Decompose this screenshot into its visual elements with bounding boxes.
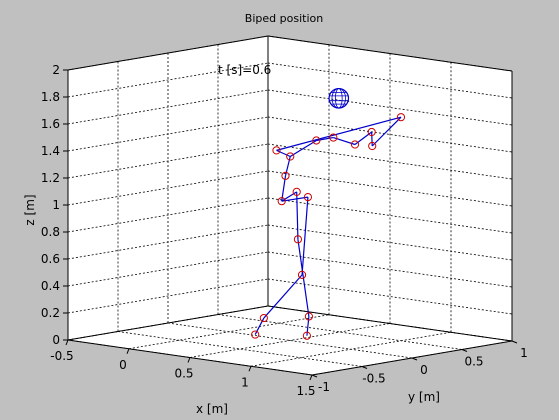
biped-bone	[289, 139, 317, 158]
biped-bone	[263, 274, 303, 319]
x-tick-mark	[65, 339, 69, 346]
grid-line-wall-z	[267, 62, 513, 99]
y-tick-mark	[411, 357, 418, 361]
biped-bone	[276, 149, 291, 158]
biped-bone	[281, 175, 287, 202]
biped-joint-marker	[293, 235, 303, 244]
grid-line-wall-z	[267, 170, 513, 207]
z-tick-label: 1	[52, 198, 60, 212]
y-tick-label: 0.5	[464, 355, 483, 369]
biped-joint-marker	[292, 187, 301, 196]
axis-box-edge	[267, 35, 513, 72]
tick-layer: -0.5 0 0.5 1 1.5 -1 -0.5 0 0.5 1 0 0.2 0.4 0.6 0.8 1 1.2…	[41, 63, 528, 398]
z-tick-label: 1.4	[41, 144, 60, 158]
biped-joint-marker	[350, 140, 360, 149]
grid-line-floor-x	[189, 323, 391, 358]
grid-line-wall-z	[67, 143, 269, 179]
grid-line-floor-y	[217, 314, 463, 350]
biped-joint-marker	[303, 193, 313, 202]
x-tick-mark	[248, 366, 252, 372]
grid-line-wall-z	[267, 116, 513, 153]
x-tick-mark	[126, 348, 130, 354]
biped-bone	[296, 191, 299, 240]
biped-joint-marker	[297, 270, 307, 279]
biped-joint-marker	[312, 136, 321, 145]
x-tick-label: 0.5	[174, 367, 193, 381]
grid-line-wall-z	[267, 89, 513, 126]
grid-line-wall-z	[267, 143, 513, 180]
x-axis-label: x [m]	[196, 402, 228, 416]
time-annotation: t [s]=0.6	[218, 63, 271, 77]
biped-joint-marker	[272, 146, 281, 155]
z-tick-label: 1.8	[41, 90, 60, 104]
grid-line-wall-z	[267, 251, 513, 288]
x-tick-label: 1	[241, 375, 249, 389]
biped-joint-marker	[302, 331, 311, 340]
biped-layer	[251, 87, 406, 340]
y-tick-mark	[511, 340, 518, 344]
x-tick-mark	[187, 357, 191, 363]
biped-bone	[276, 116, 402, 151]
z-axis-label: z [m]	[23, 194, 37, 225]
biped-bone	[281, 196, 309, 202]
biped-bone	[301, 197, 309, 275]
x-tick-label: 1.5	[296, 384, 315, 398]
y-tick-mark	[461, 349, 468, 352]
grid-line-wall-z	[67, 116, 269, 152]
biped-joint-marker	[367, 127, 376, 137]
biped-bone	[371, 131, 373, 147]
y-axis-label: y [m]	[408, 390, 440, 404]
grid-line-wall-z	[67, 197, 269, 233]
biped-joint-marker	[368, 141, 377, 151]
x-tick-label: 0	[119, 358, 127, 372]
grid-line-wall-z	[67, 224, 269, 260]
y-tick-mark	[311, 374, 318, 378]
z-tick-label: 2	[52, 63, 60, 77]
biped-head-meridian	[328, 88, 349, 109]
y-tick-mark	[361, 366, 368, 369]
grid-line-wall-z	[67, 89, 269, 125]
axis-box-edge	[67, 35, 269, 71]
biped-joint-marker	[396, 113, 406, 122]
chart-title: Biped position	[245, 12, 323, 25]
biped-joint-marker	[259, 313, 268, 323]
y-tick-label: 1	[520, 346, 528, 360]
z-tick-label: 1.6	[41, 117, 60, 131]
z-tick-label: 1.2	[41, 171, 60, 185]
biped-joint-marker	[277, 197, 286, 206]
biped-bone	[254, 317, 265, 335]
biped-joint-marker	[286, 152, 295, 161]
grid-line-wall-z	[67, 170, 269, 206]
x-tick-label: -0.5	[50, 349, 73, 363]
grid-line-floor-y	[117, 331, 363, 367]
z-tick-label: 0.8	[41, 225, 60, 239]
grid-line-wall-z	[67, 251, 269, 287]
grid-line-wall-z	[67, 62, 269, 98]
biped-bone	[281, 191, 298, 202]
z-tick-label: 0.6	[41, 252, 60, 266]
y-tick-label: -0.5	[362, 372, 385, 386]
y-tick-label: 0	[420, 363, 428, 377]
grid-line-wall-z	[67, 278, 269, 314]
grid-line-wall-z	[267, 197, 513, 234]
biped-joint-marker	[329, 133, 338, 142]
z-tick-label: 0.2	[41, 306, 60, 320]
biped-bone	[371, 116, 402, 147]
biped-joint-marker	[304, 312, 313, 321]
grid-line-wall-z	[267, 224, 513, 261]
biped-joint-marker	[281, 171, 290, 180]
z-tick-label: 0	[52, 333, 60, 347]
axis-box-edge	[67, 305, 269, 341]
y-tick-label: -1	[318, 380, 330, 394]
grid-line-floor-y	[167, 322, 413, 359]
biped-bone	[316, 136, 334, 142]
grid-layer	[67, 35, 513, 376]
grid-line-wall-z	[267, 278, 513, 315]
biped-joint-marker	[251, 330, 260, 339]
z-tick-label: 0.4	[41, 279, 60, 293]
x-tick-mark	[309, 374, 313, 381]
